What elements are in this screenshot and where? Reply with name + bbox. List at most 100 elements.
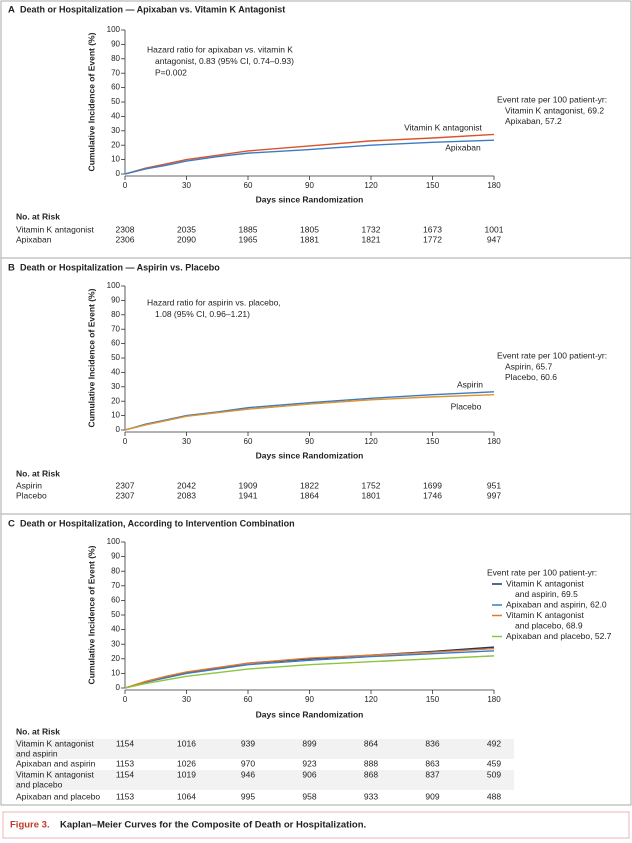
risk-title: No. at Risk [16, 726, 60, 736]
x-tick-label: 90 [305, 695, 314, 704]
row-band [14, 739, 514, 759]
x-tick-label: 120 [364, 181, 378, 190]
y-tick-label: 80 [111, 54, 120, 63]
survival-curve [124, 394, 495, 431]
hazard-text: Hazard ratio for aspirin vs. placebo, [147, 297, 281, 307]
legend-text: and placebo, 68.9 [515, 620, 583, 630]
event-rate: Apixaban, 57.2 [505, 116, 562, 126]
risk-value: 459 [487, 758, 501, 768]
risk-value: 1801 [362, 490, 381, 500]
panel-letter: B [8, 263, 15, 274]
hazard-text: 1.08 (95% CI, 0.96–1.21) [155, 309, 250, 319]
hazard-text: P=0.002 [155, 67, 187, 77]
risk-value: 946 [241, 769, 255, 779]
risk-value: 2042 [177, 480, 196, 490]
risk-value: 1154 [116, 769, 135, 779]
risk-value: 1805 [300, 224, 319, 234]
risk-value: 1822 [300, 480, 319, 490]
y-tick-label: 80 [111, 566, 120, 575]
panel-letter: A [8, 5, 15, 16]
x-tick-label: 30 [182, 181, 191, 190]
risk-value: 1881 [300, 234, 319, 244]
y-tick-label: 30 [111, 639, 120, 648]
risk-value: 899 [302, 738, 316, 748]
x-tick-label: 150 [426, 695, 440, 704]
y-axis-label: Cumulative Incidence of Event (%) [86, 32, 96, 171]
risk-value: 868 [364, 769, 378, 779]
y-tick-label: 80 [111, 310, 120, 319]
y-axis-label: Cumulative Incidence of Event (%) [86, 288, 96, 427]
risk-value: 2083 [177, 490, 196, 500]
risk-row-label: and aspirin [16, 748, 58, 758]
y-tick-label: 0 [116, 169, 121, 178]
risk-value: 1941 [239, 490, 258, 500]
y-tick-label: 30 [111, 126, 120, 135]
x-axis-label: Days since Randomization [256, 194, 364, 204]
legend-text: Apixaban and placebo, 52.7 [506, 631, 612, 641]
risk-value: 939 [241, 738, 255, 748]
risk-value: 906 [302, 769, 316, 779]
risk-value: 1732 [362, 224, 381, 234]
y-tick-label: 20 [111, 140, 120, 149]
risk-value: 837 [425, 769, 439, 779]
x-tick-label: 120 [364, 437, 378, 446]
risk-value: 1746 [423, 490, 442, 500]
y-tick-label: 40 [111, 112, 120, 121]
y-tick-label: 60 [111, 596, 120, 605]
survival-curve [124, 139, 495, 175]
risk-row-label: Apixaban and placebo [16, 791, 100, 801]
risk-value: 488 [487, 791, 501, 801]
x-axis-label: Days since Randomization [256, 709, 364, 719]
curve-label: Vitamin K antagonist [404, 122, 482, 132]
risk-value: 492 [487, 738, 501, 748]
risk-row-label: Apixaban and aspirin [16, 758, 96, 768]
risk-value: 923 [302, 758, 316, 768]
event-rate: Aspirin, 65.7 [505, 361, 553, 371]
x-tick-label: 150 [426, 181, 440, 190]
y-tick-label: 60 [111, 339, 120, 348]
curve-label: Aspirin [457, 379, 483, 389]
risk-row-label: Vitamin K antagonist [16, 224, 94, 234]
risk-value: 1153 [116, 758, 135, 768]
x-tick-label: 90 [305, 437, 314, 446]
risk-value: 1001 [485, 224, 504, 234]
x-tick-label: 180 [487, 181, 501, 190]
risk-value: 2306 [116, 234, 135, 244]
legend-text: Vitamin K antagonist [506, 578, 584, 588]
risk-value: 888 [364, 758, 378, 768]
risk-value: 995 [241, 791, 255, 801]
x-tick-label: 120 [364, 695, 378, 704]
risk-value: 1821 [362, 234, 381, 244]
y-tick-label: 10 [111, 411, 120, 420]
x-tick-label: 90 [305, 181, 314, 190]
panel-title: Death or Hospitalization — Apixaban vs. … [20, 4, 285, 14]
legend-text: Apixaban and aspirin, 62.0 [506, 599, 607, 609]
y-tick-label: 100 [107, 281, 121, 290]
x-tick-label: 150 [426, 437, 440, 446]
x-axis-label: Days since Randomization [256, 450, 364, 460]
y-tick-label: 0 [116, 683, 121, 692]
caption-label: Figure 3. [10, 820, 50, 831]
y-tick-label: 30 [111, 382, 120, 391]
x-tick-label: 30 [182, 437, 191, 446]
risk-row-label: Aspirin [16, 480, 42, 490]
risk-value: 958 [302, 791, 316, 801]
risk-row-label: Vitamin K antagonist [16, 769, 94, 779]
risk-value: 1752 [362, 480, 381, 490]
risk-value: 997 [487, 490, 501, 500]
hazard-text: Hazard ratio for apixaban vs. vitamin K [147, 44, 293, 54]
risk-row-label: Vitamin K antagonist [16, 738, 94, 748]
risk-value: 970 [241, 758, 255, 768]
survival-curve [124, 655, 495, 689]
curve-label: Apixaban [445, 142, 481, 152]
risk-value: 863 [425, 758, 439, 768]
survival-curve [124, 391, 495, 431]
event-rate-title: Event rate per 100 patient-yr: [487, 567, 597, 577]
y-tick-label: 70 [111, 68, 120, 77]
risk-value: 909 [425, 791, 439, 801]
risk-value: 2035 [177, 224, 196, 234]
risk-value: 947 [487, 234, 501, 244]
risk-value: 1064 [177, 791, 196, 801]
event-rate-title: Event rate per 100 patient-yr: [497, 94, 607, 104]
